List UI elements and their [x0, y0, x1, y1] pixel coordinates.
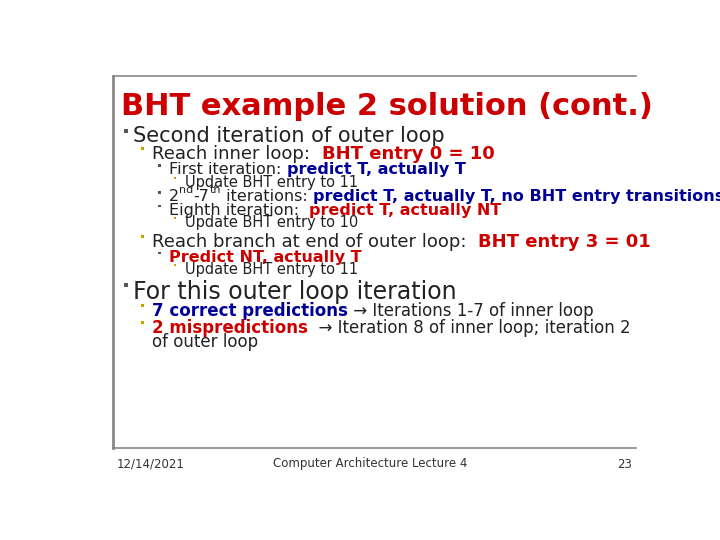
Bar: [141, 321, 144, 323]
Bar: [158, 164, 161, 167]
Text: predict T, actually T, no BHT entry transitions: predict T, actually T, no BHT entry tran…: [312, 189, 720, 204]
Text: 2: 2: [169, 189, 179, 204]
Bar: [174, 217, 176, 219]
Bar: [141, 147, 144, 150]
Text: 12/14/2021: 12/14/2021: [117, 457, 185, 470]
Text: iterations:: iterations:: [221, 189, 312, 204]
Text: Predict NT, actually T: Predict NT, actually T: [169, 249, 361, 265]
Bar: [174, 177, 176, 179]
Bar: [158, 252, 161, 254]
Text: BHT entry 3 = 01: BHT entry 3 = 01: [478, 233, 651, 251]
Bar: [124, 284, 127, 287]
Bar: [174, 264, 176, 266]
Text: predict T, actually T: predict T, actually T: [287, 162, 465, 177]
Text: Second iteration of outer loop: Second iteration of outer loop: [132, 126, 444, 146]
Text: predict T, actually NT: predict T, actually NT: [310, 202, 502, 218]
Text: First iteration:: First iteration:: [169, 162, 287, 177]
Bar: [141, 304, 144, 307]
Text: nd: nd: [179, 185, 194, 195]
Text: 7 correct predictions: 7 correct predictions: [152, 302, 348, 320]
Bar: [124, 129, 127, 133]
Bar: [158, 205, 161, 207]
Text: Update BHT entry to 11: Update BHT entry to 11: [184, 175, 358, 190]
Text: Computer Architecture Lecture 4: Computer Architecture Lecture 4: [274, 457, 468, 470]
Text: 23: 23: [618, 457, 632, 470]
Text: → Iterations 1-7 of inner loop: → Iterations 1-7 of inner loop: [348, 302, 593, 320]
Text: Update BHT entry to 10: Update BHT entry to 10: [184, 215, 358, 230]
Text: of outer loop: of outer loop: [152, 333, 258, 351]
Text: 2 mispredictions: 2 mispredictions: [152, 319, 308, 337]
Bar: [158, 191, 161, 193]
Text: Update BHT entry to 11: Update BHT entry to 11: [184, 262, 358, 277]
Text: → Iteration 8 of inner loop; iteration 2: → Iteration 8 of inner loop; iteration 2: [308, 319, 631, 337]
Text: Reach branch at end of outer loop:: Reach branch at end of outer loop:: [152, 233, 478, 251]
Text: BHT entry 0 = 10: BHT entry 0 = 10: [322, 145, 494, 163]
Text: -7: -7: [194, 189, 210, 204]
Text: BHT example 2 solution (cont.): BHT example 2 solution (cont.): [121, 92, 653, 121]
Bar: [141, 235, 144, 238]
Text: th: th: [210, 185, 221, 195]
Text: For this outer loop iteration: For this outer loop iteration: [132, 280, 456, 305]
Text: Reach inner loop:: Reach inner loop:: [152, 145, 322, 163]
Text: Eighth iteration:: Eighth iteration:: [169, 202, 310, 218]
